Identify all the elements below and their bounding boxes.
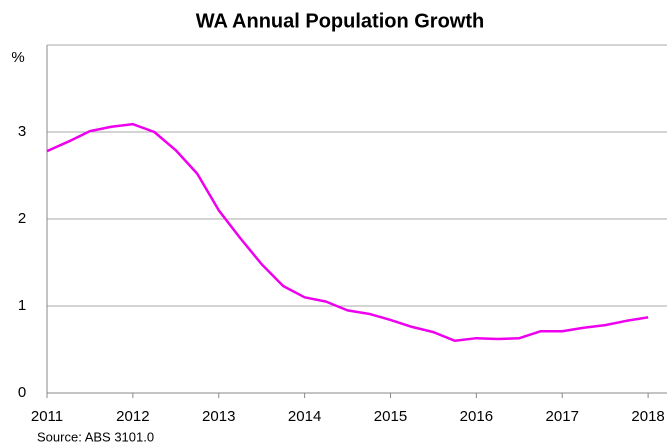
y-tick-label: 2 [18,210,26,227]
x-tick-label: 2014 [288,408,321,425]
x-tick-label: 2017 [546,408,579,425]
x-tick-label: 2011 [31,408,63,425]
y-tick-label: 0 [18,384,26,401]
data-line [46,122,649,343]
x-tick-label: 2016 [460,408,493,425]
x-tick-label: 2015 [374,408,407,425]
y-axis-label: % [11,49,24,66]
x-tick-label: 2013 [202,408,235,425]
source-note: Source: ABS 3101.0 [37,429,154,444]
y-tick-label: 1 [18,297,26,314]
x-tick-label: 2018 [631,408,664,425]
y-tick-label: 3 [18,123,26,140]
x-tick-label: 2012 [116,408,149,425]
chart-title: WA Annual Population Growth [196,10,485,32]
